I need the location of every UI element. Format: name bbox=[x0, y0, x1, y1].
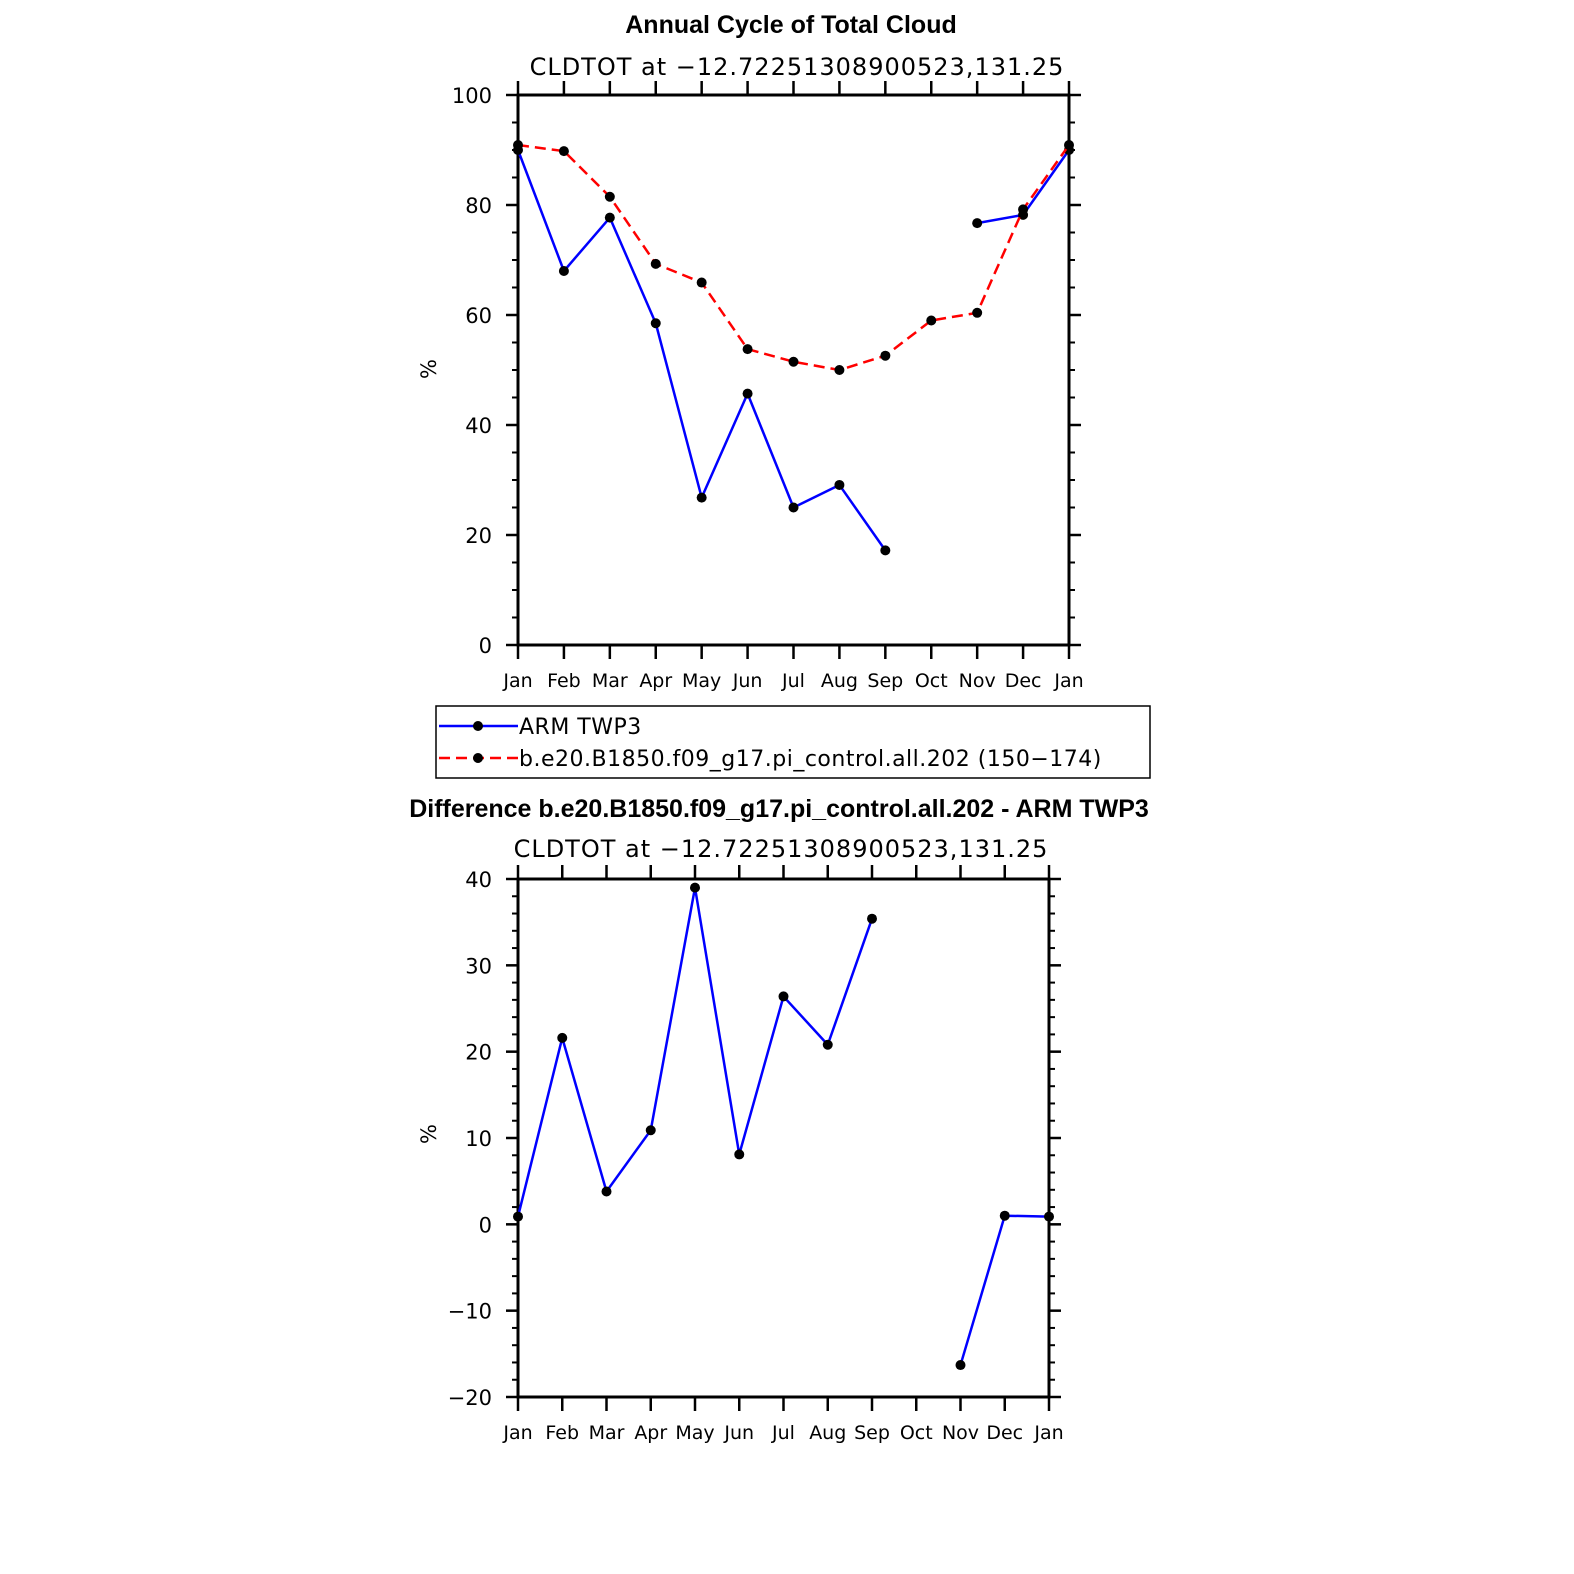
data-point bbox=[1044, 1211, 1054, 1222]
y-tick-label: 80 bbox=[465, 194, 492, 218]
legend-label-arm: ARM TWP3 bbox=[519, 715, 642, 740]
x-tick-label: Oct bbox=[900, 1422, 933, 1444]
y-tick-label: 40 bbox=[465, 868, 492, 892]
x-tick-label: Jul bbox=[771, 1422, 795, 1444]
x-tick-label: Jun bbox=[723, 1422, 754, 1444]
y-tick-label: 20 bbox=[465, 524, 492, 548]
chart-subtitle: CLDTOT at −12.72251308900523,131.25 bbox=[530, 53, 1065, 81]
x-tick-label: Aug bbox=[821, 670, 858, 692]
x-tick-label: Apr bbox=[634, 1422, 667, 1444]
data-point bbox=[788, 356, 799, 367]
plot-frame bbox=[516, 877, 1051, 1399]
difference-chart: Difference b.e20.B1850.f09_g17.pi_contro… bbox=[409, 795, 1149, 1444]
data-point bbox=[650, 318, 661, 329]
x-tick-label: May bbox=[682, 670, 721, 692]
legend-box bbox=[435, 705, 1151, 779]
data-point bbox=[696, 277, 707, 288]
x-tick-label: Jan bbox=[502, 670, 532, 692]
data-point bbox=[867, 913, 877, 924]
x-tick-label: May bbox=[675, 1422, 714, 1444]
data-point bbox=[558, 146, 569, 157]
chart-title: Annual Cycle of Total Cloud bbox=[625, 11, 956, 39]
x-tick-label: Sep bbox=[854, 1422, 890, 1444]
series-line bbox=[516, 149, 887, 552]
x-tick-label: Feb bbox=[547, 670, 581, 692]
series-line bbox=[516, 886, 874, 1217]
x-tick-label: Aug bbox=[809, 1422, 846, 1444]
x-tick-label: Sep bbox=[867, 670, 903, 692]
data-point bbox=[834, 365, 845, 375]
data-point bbox=[880, 350, 891, 361]
data-point bbox=[999, 1210, 1010, 1221]
y-tick-label: 30 bbox=[465, 954, 492, 978]
data-point bbox=[778, 991, 789, 1002]
y-axis-label: % bbox=[417, 359, 441, 379]
x-tick-label: Jan bbox=[502, 1422, 532, 1444]
data-point bbox=[513, 140, 523, 151]
data-point bbox=[557, 1032, 568, 1043]
y-tick-label: 0 bbox=[479, 634, 492, 658]
data-point bbox=[513, 1211, 523, 1222]
data-point bbox=[734, 1149, 745, 1160]
data-point bbox=[822, 1039, 833, 1050]
data-point bbox=[696, 492, 707, 503]
plot-area: −20 −10 0 10 20 30 40 Jan Feb Mar Apr May Jun Jul Aug S… bbox=[448, 865, 1064, 1444]
x-tick-label: Dec bbox=[986, 1422, 1023, 1444]
annual-cycle-chart: Annual Cycle of Total Cloud CLDTOT at −1… bbox=[417, 11, 1084, 692]
series-line bbox=[959, 1214, 1050, 1366]
data-point bbox=[650, 258, 661, 269]
x-tick-label: Jan bbox=[1053, 670, 1083, 692]
data-point bbox=[1018, 204, 1029, 215]
data-point bbox=[645, 1125, 656, 1136]
x-tick-label: Jan bbox=[1033, 1422, 1063, 1444]
y-axis-label: % bbox=[417, 1124, 441, 1144]
legend-marker-model bbox=[473, 753, 483, 763]
data-point bbox=[834, 479, 845, 490]
y-tick-label: 60 bbox=[465, 304, 492, 328]
x-tick-label: Feb bbox=[545, 1422, 579, 1444]
data-point bbox=[972, 307, 983, 318]
plot-area: 0 20 40 60 80 100 Jan Feb Mar Apr May Jun Jul Aug Sep O… bbox=[452, 81, 1084, 692]
data-point bbox=[690, 882, 700, 893]
y-tick-label: 0 bbox=[479, 1213, 492, 1237]
y-tick-label: 10 bbox=[465, 1127, 492, 1151]
data-point bbox=[955, 1360, 966, 1371]
x-tick-label: Jun bbox=[732, 670, 763, 692]
series-line bbox=[517, 143, 1071, 372]
data-point bbox=[880, 545, 891, 556]
chart-subtitle: CLDTOT at −12.72251308900523,131.25 bbox=[514, 835, 1049, 863]
y-tick-label: 40 bbox=[465, 414, 492, 438]
data-point bbox=[604, 212, 615, 223]
series-1 bbox=[513, 145, 1074, 556]
x-tick-label: Nov bbox=[942, 1422, 979, 1444]
data-point bbox=[1064, 140, 1074, 151]
x-tick-label: Apr bbox=[639, 670, 672, 692]
data-point bbox=[604, 191, 615, 202]
x-tick-label: Mar bbox=[592, 670, 628, 692]
legend: ARM TWP3 b.e20.B1850.f09_g17.pi_control.… bbox=[435, 705, 1151, 779]
x-tick-label: Dec bbox=[1005, 670, 1042, 692]
data-point bbox=[558, 266, 569, 276]
data-point bbox=[742, 388, 753, 399]
x-tick-label: Nov bbox=[959, 670, 996, 692]
legend-label-model: b.e20.B1850.f09_g17.pi_control.all.202 (… bbox=[519, 747, 1102, 772]
y-tick-label: 100 bbox=[452, 84, 492, 108]
legend-marker-arm bbox=[473, 721, 483, 731]
series-2 bbox=[513, 140, 1074, 375]
data-point bbox=[926, 315, 937, 326]
data-point bbox=[742, 344, 753, 355]
x-tick-label: Oct bbox=[915, 670, 948, 692]
x-tick-label: Mar bbox=[589, 1422, 625, 1444]
plot-frame bbox=[516, 93, 1071, 647]
y-tick-label: −20 bbox=[448, 1386, 492, 1410]
data-point bbox=[788, 502, 799, 513]
data-point bbox=[972, 218, 983, 229]
y-tick-label: 20 bbox=[465, 1041, 492, 1065]
data-point bbox=[601, 1186, 612, 1197]
x-tick-label: Jul bbox=[781, 670, 805, 692]
series-1 bbox=[513, 882, 1054, 1371]
y-tick-label: −10 bbox=[448, 1300, 492, 1324]
chart-title: Difference b.e20.B1850.f09_g17.pi_contro… bbox=[409, 795, 1149, 823]
